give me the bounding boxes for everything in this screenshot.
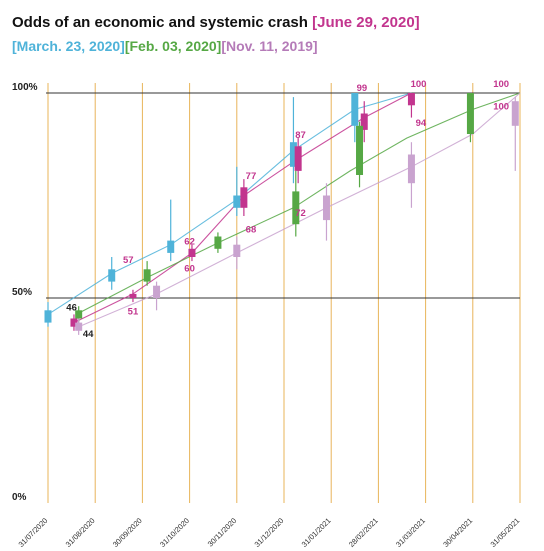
data-label: 100 bbox=[493, 101, 509, 112]
candle-body-mar bbox=[351, 93, 359, 126]
candle-body-nov bbox=[75, 322, 83, 331]
candle-body-mar bbox=[44, 310, 52, 323]
x-tick-label: 30/04/2021 bbox=[441, 516, 474, 549]
candle-body-mar bbox=[108, 269, 116, 282]
candle-body-jun bbox=[240, 187, 248, 208]
legend-label-mar: [March. 23, 2020] bbox=[12, 38, 125, 54]
y-tick-label: 0% bbox=[12, 492, 27, 503]
candle-body-jun bbox=[294, 146, 302, 171]
candle-body-feb bbox=[292, 191, 300, 225]
legend-label-feb: [Feb. 03, 2020] bbox=[124, 38, 222, 54]
candle-body-jun bbox=[70, 318, 78, 327]
candle-body-feb bbox=[75, 310, 83, 319]
data-label: 72 bbox=[295, 208, 306, 219]
x-tick-label: 30/09/2020 bbox=[111, 516, 144, 549]
series-candles bbox=[44, 93, 519, 335]
y-tick-label: 50% bbox=[12, 287, 32, 298]
data-label: 46 bbox=[66, 302, 77, 313]
x-tick-label: 31/01/2021 bbox=[300, 516, 333, 549]
candle-body-feb bbox=[214, 236, 222, 249]
candle-body-jun bbox=[360, 113, 368, 130]
candle-body-feb bbox=[143, 269, 151, 282]
grid bbox=[46, 83, 521, 503]
candle-body-feb bbox=[466, 93, 474, 134]
x-tick-label: 31/03/2021 bbox=[394, 516, 427, 549]
chart-legend: [March. 23, 2020][Feb. 03, 2020][Nov. 11… bbox=[12, 38, 318, 54]
legend-label-nov: [Nov. 11, 2019] bbox=[221, 38, 318, 54]
data-label: 100 bbox=[493, 79, 509, 90]
data-label: 44 bbox=[83, 329, 94, 340]
x-tick-label: 30/11/2020 bbox=[206, 516, 239, 549]
candle-body-nov bbox=[407, 154, 415, 184]
data-label: 62 bbox=[184, 237, 195, 248]
candle-body-jun bbox=[129, 293, 137, 298]
data-label: 60 bbox=[184, 263, 195, 274]
data-label: 57 bbox=[123, 255, 134, 266]
x-tick-label: 31/10/2020 bbox=[158, 516, 191, 549]
candle-body-nov bbox=[511, 101, 519, 126]
data-label: 87 bbox=[295, 130, 306, 141]
data-label: 100 bbox=[411, 79, 427, 90]
legend-label-jun: [June 29, 2020] bbox=[312, 14, 420, 31]
candle-body-nov bbox=[233, 244, 241, 257]
x-tick-label: 31/08/2020 bbox=[64, 516, 97, 549]
candle-body-feb bbox=[356, 125, 364, 175]
series-line-feb bbox=[76, 92, 521, 315]
data-label: 51 bbox=[128, 306, 139, 317]
chart-title: Odds of an economic and systemic crash [… bbox=[12, 14, 420, 31]
chart-title-prefix: Odds of an economic and systemic crash bbox=[12, 14, 313, 31]
candle-body-nov bbox=[153, 285, 161, 298]
x-tick-label: 31/07/2020 bbox=[17, 516, 50, 549]
data-label: 77 bbox=[246, 171, 257, 182]
data-label: 94 bbox=[416, 118, 427, 129]
candle-body-jun bbox=[188, 248, 196, 257]
candle-body-mar bbox=[289, 142, 297, 167]
x-tick-label: 31/12/2020 bbox=[253, 516, 286, 549]
data-label: 68 bbox=[246, 224, 257, 235]
y-tick-label: 100% bbox=[12, 82, 38, 93]
data-labels: 44 51 57 60 62 68 77 72 87 99 94 100 100 100 46 bbox=[66, 79, 509, 340]
candle-body-nov bbox=[322, 195, 330, 221]
x-tick-label: 28/02/2021 bbox=[347, 516, 380, 549]
x-tick-label: 31/05/2021 bbox=[489, 516, 522, 549]
candle-body-mar bbox=[167, 240, 175, 253]
data-label: 99 bbox=[357, 83, 368, 94]
candle-body-mar bbox=[233, 195, 241, 208]
candle-body-jun bbox=[407, 93, 415, 106]
